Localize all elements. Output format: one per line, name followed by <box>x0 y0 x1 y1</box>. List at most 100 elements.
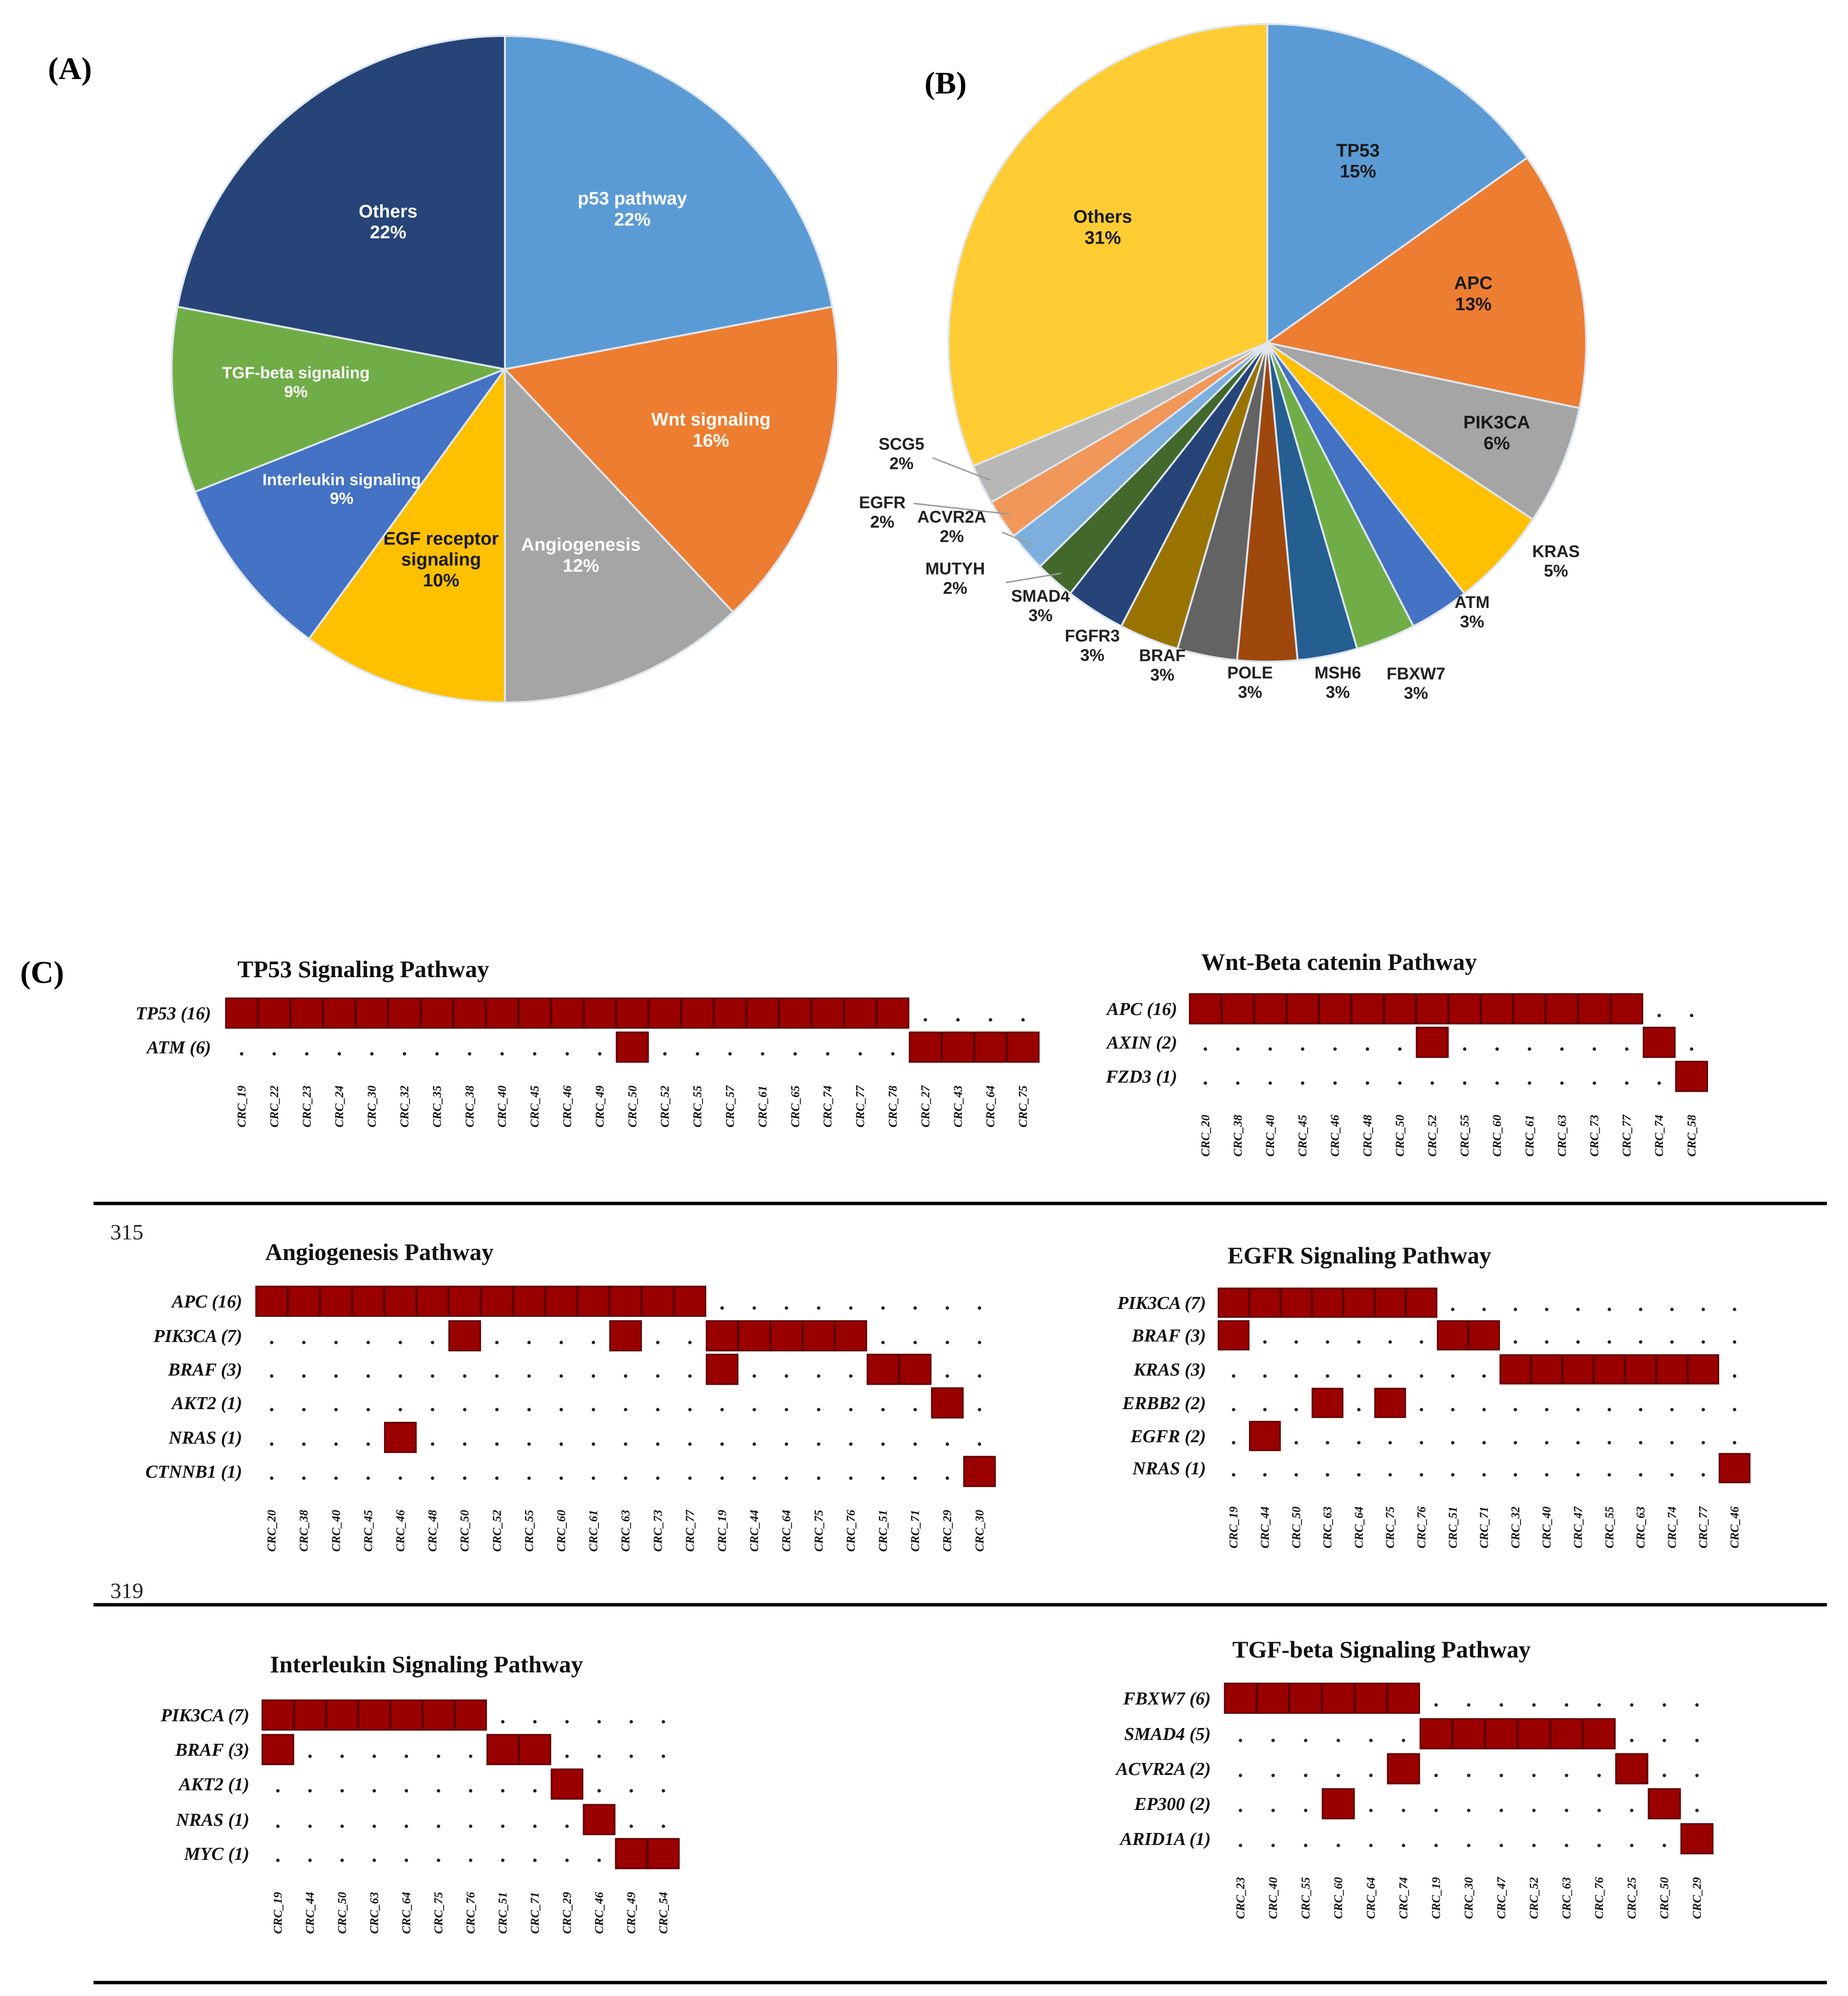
empty-cell-dot <box>308 1824 312 1828</box>
gene-label: FBXW7 (6) <box>1123 1689 1211 1709</box>
empty-cell-dot <box>1657 1081 1661 1085</box>
empty-cell-dot <box>372 1858 376 1862</box>
sample-label: CRC_35 <box>431 1086 444 1128</box>
empty-cell-dot <box>1532 1844 1536 1847</box>
mutation-cell <box>963 1456 996 1487</box>
empty-cell-dot <box>597 1858 601 1862</box>
empty-cell-dot <box>398 1374 402 1378</box>
empty-cell-dot <box>784 1476 788 1480</box>
empty-cell-dot <box>372 1754 376 1758</box>
pie-a-label-egf-receptor-signaling: EGF receptor signaling 10% <box>383 529 499 591</box>
empty-cell-dot <box>1513 1307 1517 1311</box>
mutation-cell <box>480 1285 514 1317</box>
empty-cell-dot <box>1204 1081 1207 1085</box>
empty-cell-dot <box>501 1824 505 1828</box>
empty-cell-dot <box>431 1476 434 1480</box>
empty-cell-dot <box>1271 1774 1275 1777</box>
mutation-cell <box>1550 1718 1583 1750</box>
oncoprint-egfr: EGFR Signaling Pathway PIK3CA (7) BRAF (3)… <box>1117 1242 1751 1549</box>
empty-cell-dot <box>276 1858 280 1862</box>
empty-cell-dot <box>720 1408 724 1412</box>
gene-label: AKT2 (1) <box>178 1774 249 1795</box>
sample-label: CRC_55 <box>1299 1877 1312 1919</box>
empty-cell-dot <box>501 1720 505 1724</box>
empty-cell-dot <box>1607 1441 1611 1445</box>
mutation-cell <box>1625 1354 1657 1385</box>
empty-cell-dot <box>1607 1473 1611 1477</box>
sample-label: CRC_29 <box>941 1510 954 1552</box>
pie-b-label-pik3ca: PIK3CA 6% <box>1463 412 1530 454</box>
empty-cell-dot <box>720 1442 724 1446</box>
empty-cell-dot <box>688 1374 692 1378</box>
empty-cell-dot <box>1670 1441 1674 1445</box>
mutation-cell <box>1517 1718 1551 1750</box>
empty-cell-dot <box>1357 1408 1361 1412</box>
empty-cell-dot <box>1495 1081 1499 1085</box>
sample-label: CRC_77 <box>1621 1114 1634 1157</box>
sample-label: CRC_48 <box>426 1510 439 1552</box>
empty-cell-dot <box>1236 1081 1240 1085</box>
mutation-cell <box>1680 1823 1714 1855</box>
pie-b-label-scg5: SCG5 2% <box>878 435 924 473</box>
empty-cell-dot <box>1482 1408 1486 1412</box>
empty-cell-dot <box>1576 1408 1580 1412</box>
mutation-cell <box>1354 1682 1388 1714</box>
empty-cell-dot <box>752 1374 756 1378</box>
gene-label: NRAS (1) <box>168 1428 242 1448</box>
empty-cell-dot <box>1499 1844 1503 1847</box>
line-number: 319 <box>110 1578 143 1603</box>
mutation-cell <box>422 1699 455 1731</box>
empty-cell-dot <box>463 1408 467 1412</box>
empty-cell-dot <box>340 1858 344 1862</box>
sample-label: CRC_32 <box>1509 1506 1522 1549</box>
empty-cell-dot <box>308 1789 312 1793</box>
mutation-cell <box>641 1285 674 1317</box>
sample-label: CRC_75 <box>1017 1086 1030 1128</box>
empty-cell-dot <box>598 1052 602 1056</box>
empty-cell-dot <box>1388 1473 1392 1477</box>
empty-cell-dot <box>495 1476 499 1480</box>
sample-label: CRC_24 <box>333 1086 346 1128</box>
mutation-cell <box>843 997 877 1029</box>
sample-label: CRC_75 <box>812 1510 825 1552</box>
sample-label: CRC_61 <box>587 1510 600 1552</box>
oncoprint-title: Angiogenesis Pathway <box>265 1238 493 1265</box>
empty-cell-dot <box>1630 1739 1634 1742</box>
mutation-cell <box>1405 1287 1438 1318</box>
mutation-cell <box>1480 993 1514 1025</box>
empty-cell-dot <box>1597 1774 1601 1777</box>
empty-cell-dot <box>366 1374 370 1378</box>
mutation-cell <box>290 997 324 1029</box>
empty-cell-dot <box>656 1408 660 1412</box>
mutation-cell <box>583 1804 616 1835</box>
sample-label: CRC_47 <box>1572 1506 1585 1549</box>
empty-cell-dot <box>629 1789 633 1793</box>
gene-label: APC (16) <box>1106 999 1177 1019</box>
empty-cell-dot <box>402 1052 407 1056</box>
sample-label: CRC_50 <box>1290 1506 1303 1549</box>
empty-cell-dot <box>1560 1047 1564 1051</box>
sample-label: CRC_64 <box>984 1086 997 1128</box>
mutation-cell <box>1217 1287 1250 1318</box>
mutation-cell <box>518 997 551 1029</box>
empty-cell-dot <box>1263 1340 1267 1344</box>
sample-label: CRC_60 <box>1491 1115 1504 1157</box>
mutation-cell <box>448 1320 481 1352</box>
pie-b-label-msh6: MSH6 3% <box>1314 664 1361 701</box>
empty-cell-dot <box>1434 1809 1438 1812</box>
empty-cell-dot <box>495 1374 499 1378</box>
sample-label: CRC_55 <box>523 1510 536 1552</box>
sample-label: CRC_29 <box>1691 1877 1704 1919</box>
empty-cell-dot <box>272 1052 276 1056</box>
empty-cell-dot <box>661 1720 666 1724</box>
mutation-cell <box>287 1285 320 1317</box>
empty-cell-dot <box>1638 1307 1643 1311</box>
empty-cell-dot <box>1576 1307 1580 1311</box>
empty-cell-dot <box>527 1442 531 1446</box>
empty-cell-dot <box>404 1858 409 1862</box>
empty-cell-dot <box>1499 1774 1503 1777</box>
mutation-cell <box>1351 993 1384 1025</box>
sample-label: CRC_51 <box>877 1510 889 1552</box>
empty-cell-dot <box>1434 1703 1438 1707</box>
gene-label: BRAF (3) <box>1131 1326 1206 1346</box>
